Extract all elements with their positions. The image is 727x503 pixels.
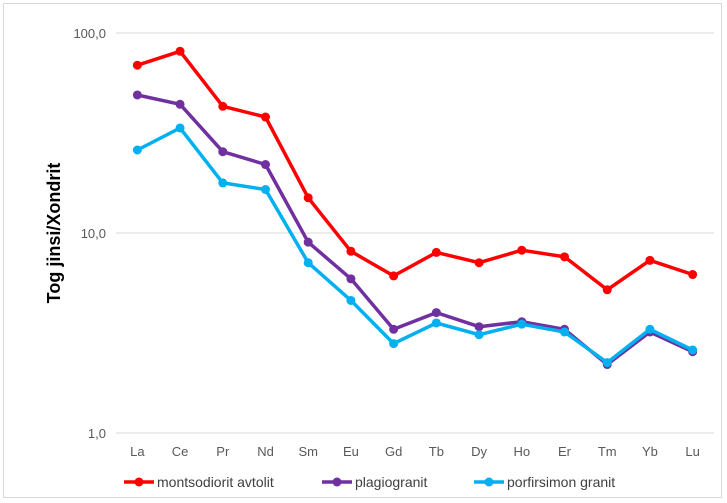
data-point [431, 308, 441, 318]
y-axis-label: Tog jinsi/Xondrit [44, 163, 64, 304]
data-point [132, 60, 142, 70]
chart-frame [3, 3, 722, 498]
data-point [474, 258, 484, 268]
legend-entry: plagiogranit [322, 474, 427, 490]
grid-lines [116, 32, 714, 234]
data-point [560, 327, 569, 337]
x-tick-label: Sm [298, 444, 318, 459]
x-tick-label: Ho [513, 444, 530, 459]
legend: montsodiorit avtolit plagiogranit porfirsi… [124, 474, 615, 490]
y-axis-ticks: 1,0 10,0 100,0 [73, 26, 106, 441]
series-line [136, 126, 694, 365]
x-tick-label: Nd [257, 444, 274, 459]
data-point [389, 271, 399, 281]
data-point [303, 237, 313, 247]
data-point [175, 46, 185, 56]
data-point [132, 90, 142, 100]
y-tick-label: 100,0 [73, 26, 106, 41]
legend-label: porfirsimon granit [507, 474, 615, 490]
data-point [175, 123, 185, 133]
series-group [132, 46, 698, 370]
data-point [218, 147, 228, 157]
legend-marker [134, 477, 144, 487]
data-point [474, 322, 484, 332]
data-point [474, 330, 484, 340]
legend-marker [332, 477, 342, 487]
series-2 [132, 123, 698, 368]
x-tick-label: Pr [216, 444, 230, 459]
x-tick-label: Lu [685, 444, 699, 459]
legend-marker [484, 477, 494, 487]
data-point [688, 270, 698, 280]
y-tick-label: 1,0 [88, 426, 106, 441]
data-point [645, 255, 655, 265]
legend-entry: porfirsimon granit [474, 474, 615, 490]
data-point [261, 112, 270, 122]
x-tick-label: Er [558, 444, 572, 459]
x-tick-label: Dy [471, 444, 487, 459]
data-point [602, 358, 612, 368]
data-point [645, 324, 655, 334]
data-point [261, 160, 270, 170]
series-line [137, 93, 694, 367]
x-tick-label: La [130, 444, 145, 459]
x-tick-label: Tm [598, 444, 617, 459]
data-point [261, 185, 270, 195]
data-point [346, 295, 356, 305]
data-point [218, 178, 228, 188]
data-point [389, 324, 399, 334]
series-line [136, 49, 694, 292]
data-point [303, 193, 313, 203]
data-point [517, 245, 527, 255]
x-axis-ticks: La Ce Pr Nd Sm Eu Gd Tb Dy Ho Er Tm Yb Lu [130, 444, 700, 459]
x-tick-label: Tb [429, 444, 444, 459]
data-point [175, 99, 185, 109]
data-point [346, 246, 356, 256]
data-point [431, 318, 441, 328]
data-point [346, 274, 356, 284]
data-point [431, 247, 441, 257]
series-0 [132, 46, 698, 295]
series-1 [132, 90, 698, 370]
x-tick-label: Ce [172, 444, 189, 459]
data-point [602, 285, 612, 295]
legend-label: plagiogranit [355, 474, 427, 490]
data-point [560, 252, 569, 262]
data-point [517, 319, 527, 329]
data-point [303, 258, 313, 268]
data-point [688, 345, 698, 355]
data-point [389, 339, 399, 349]
x-tick-label: Yb [642, 444, 658, 459]
data-point [218, 101, 228, 111]
x-tick-label: Gd [385, 444, 402, 459]
y-tick-label: 10,0 [81, 226, 106, 241]
legend-entry: montsodiorit avtolit [124, 474, 274, 490]
legend-label: montsodiorit avtolit [157, 474, 274, 490]
x-tick-label: Eu [343, 444, 359, 459]
data-point [132, 145, 142, 155]
